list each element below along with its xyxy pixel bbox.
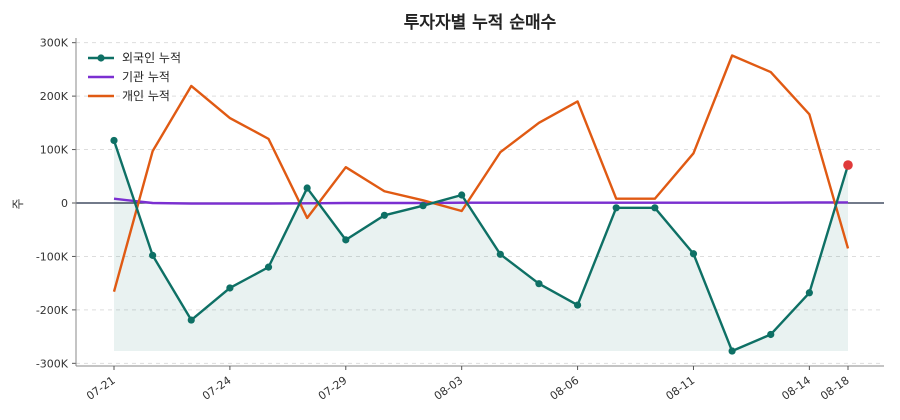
x-tick-label: 08-14	[779, 374, 813, 403]
area-fill	[114, 140, 848, 352]
series-point	[264, 263, 273, 271]
series-line-1	[113, 197, 848, 205]
x-tick-label: 07-24	[200, 374, 234, 403]
legend-label: 기관 누적	[122, 70, 170, 84]
series-point	[573, 301, 582, 309]
series-point	[149, 251, 157, 259]
x-tick-label: 08-11	[664, 374, 698, 403]
series-point	[728, 347, 736, 355]
x-tick-label: 08-18	[818, 374, 852, 403]
highlight-point	[843, 160, 853, 170]
series-point	[110, 136, 118, 145]
series-point	[303, 184, 311, 192]
y-tick-label: 100K	[40, 144, 69, 157]
series-point	[767, 330, 775, 339]
legend-label: 개인 누적	[122, 89, 170, 103]
y-axis-label: 주	[11, 198, 25, 209]
series-point	[496, 250, 504, 258]
y-tick-label: 0	[61, 197, 68, 210]
y-tick-label: -100K	[36, 250, 69, 263]
legend-label: 외국인 누적	[122, 51, 181, 65]
x-tick-label: 07-29	[316, 374, 350, 403]
series-point	[226, 284, 234, 292]
series-lines	[110, 54, 853, 355]
y-tick-label: 200K	[40, 90, 69, 103]
series-point	[651, 204, 659, 212]
x-tick-label: 08-06	[548, 374, 582, 403]
series-point	[419, 202, 427, 210]
x-tick-label: 07-21	[84, 374, 118, 403]
y-tick-label: -300K	[36, 357, 69, 370]
series-point	[535, 280, 543, 288]
series-point	[187, 316, 195, 324]
series-line-2	[112, 54, 850, 293]
series-line-0	[112, 140, 850, 353]
series-point	[689, 250, 698, 258]
y-tick-label: -200K	[36, 304, 69, 317]
chart-title: 투자자별 누적 순매수	[404, 13, 557, 33]
series-point	[805, 289, 813, 297]
series-point	[380, 211, 389, 219]
foreign-area-fill	[114, 140, 848, 352]
legend-marker	[97, 54, 105, 62]
series-point	[458, 191, 466, 199]
series-point	[612, 204, 620, 212]
y-tick-label: 300K	[40, 37, 69, 50]
series-point	[342, 236, 350, 244]
x-tick-label: 08-03	[432, 374, 466, 403]
